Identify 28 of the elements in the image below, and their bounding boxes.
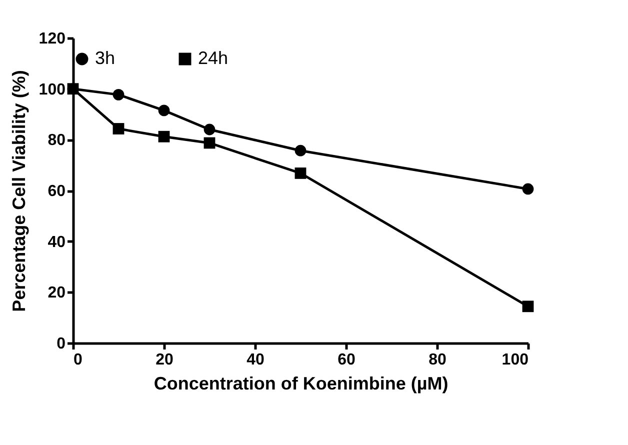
y-tick-label: 40: [48, 234, 66, 251]
x-tick-label: 60: [338, 352, 356, 368]
point: [294, 168, 306, 179]
legend-label: 24h: [198, 48, 228, 68]
y-axis-title: Percentage Cell Viability (%): [8, 70, 29, 312]
point: [67, 83, 79, 95]
point: [112, 88, 124, 100]
legend-label: 3h: [95, 48, 116, 68]
point: [158, 130, 170, 142]
x-axis-title: Concentration of Koenimbine (µM): [154, 374, 448, 394]
y-tick-label: 100: [38, 81, 66, 98]
point: [204, 137, 216, 149]
y-tick-label: 80: [48, 132, 66, 150]
y-tick-label: 120: [38, 30, 66, 48]
x-tick-label: 80: [428, 352, 446, 368]
x-tick-label: 0: [74, 352, 82, 368]
point: [522, 183, 534, 195]
y-tick-label: 60: [48, 183, 66, 200]
x-tick-label: 40: [246, 352, 264, 368]
point: [522, 300, 534, 312]
point: [204, 124, 216, 136]
point: [294, 144, 306, 156]
x-tick-label: 20: [156, 352, 174, 368]
point: [112, 123, 124, 134]
y-tick-label: 20: [48, 284, 66, 302]
y-tick-label: 0: [56, 336, 66, 352]
x-tick-label: 100: [502, 352, 529, 368]
point: [158, 104, 170, 116]
